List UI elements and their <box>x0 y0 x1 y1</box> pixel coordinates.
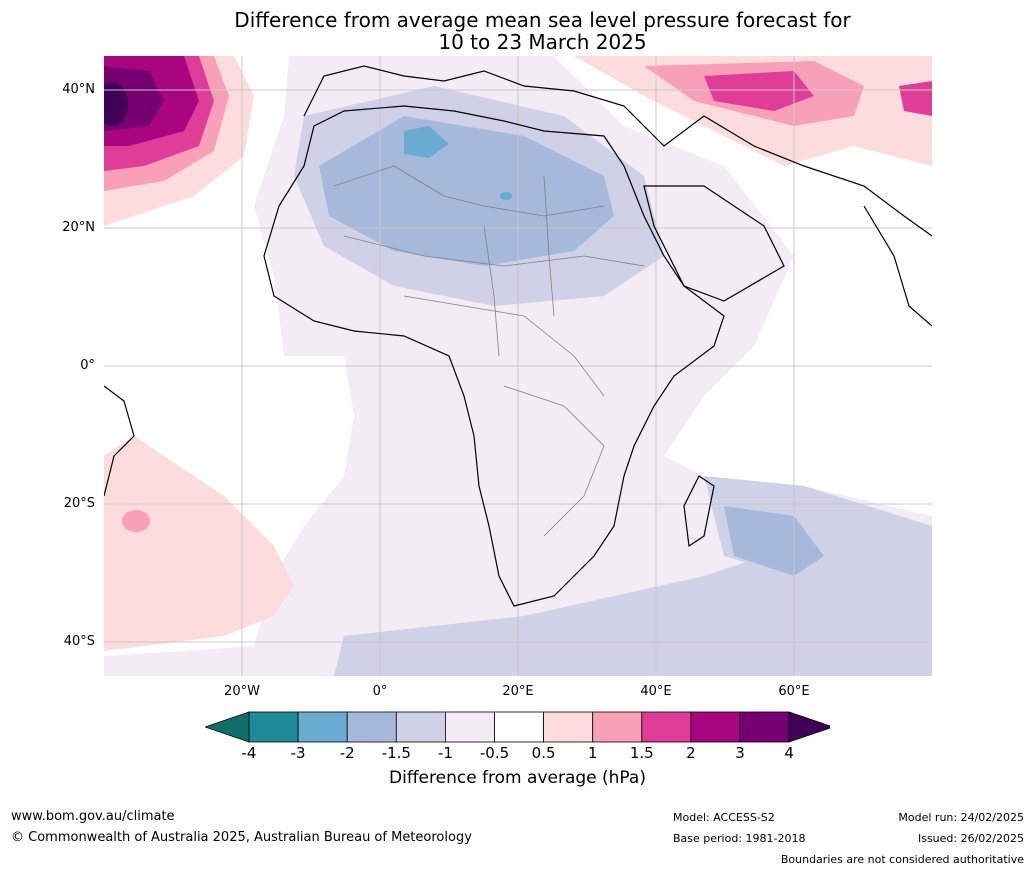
pressure-anomaly-map <box>104 56 932 676</box>
colorbar-tick-label: 2 <box>686 744 696 762</box>
colorbar-tick-label: -4 <box>241 744 257 762</box>
coastlines <box>104 65 932 607</box>
footer-copyright: © Commonwealth of Australia 2025, Austra… <box>11 830 472 845</box>
lat-label-0: 0° <box>80 358 95 373</box>
anomaly-area-asia-3 <box>704 71 814 111</box>
colorbar-segment <box>641 711 692 743</box>
footer-base-period: Base period: 1981-2018 <box>673 832 806 845</box>
colorbar-segment <box>739 711 790 743</box>
colorbar-segment <box>690 711 741 743</box>
colorbar <box>205 711 830 743</box>
country-borders <box>333 165 645 537</box>
colorbar-tick-label: 3 <box>735 744 745 762</box>
colorbar-extend-high <box>788 711 830 743</box>
colorbar-segment <box>494 711 544 743</box>
lat-label-20s: 20°S <box>63 496 95 511</box>
map-svg <box>104 56 932 676</box>
title-line-1: Difference from average mean sea level p… <box>234 8 851 32</box>
footer-model: Model: ACCESS-S2 <box>673 811 775 824</box>
europe-coastline <box>303 65 932 237</box>
arabia-coastline <box>643 185 785 302</box>
anomaly-area-neg-2-small <box>500 192 512 200</box>
colorbar-title: Difference from average (hPa) <box>389 768 646 788</box>
anomaly-spot-south-atlantic <box>122 510 150 532</box>
colorbar-segment <box>592 711 643 743</box>
footer-disclaimer: Boundaries are not considered authoritat… <box>780 853 1024 866</box>
colorbar-tick-label: 1.5 <box>629 744 654 762</box>
footer-issued: Issued: 26/02/2025 <box>917 832 1024 845</box>
colorbar-segment <box>346 711 397 743</box>
lat-label-40n: 40°N <box>62 82 95 97</box>
colorbar-segment <box>543 711 594 743</box>
lon-label-20e: 20°E <box>502 684 534 699</box>
footer-website[interactable]: www.bom.gov.au/climate <box>11 809 175 824</box>
madagascar-coastline <box>683 475 715 548</box>
chart-title: Difference from average mean sea level p… <box>0 9 1035 53</box>
colorbar-extend-low <box>205 711 250 743</box>
anomaly-area-neg-2 <box>404 126 449 158</box>
colorbar-tick-label: -3 <box>290 744 306 762</box>
colorbar-tick-label: -1 <box>437 744 453 762</box>
anomaly-area-north-atlantic-6 <box>104 82 128 126</box>
anomaly-area-sw-indian-neg-1-5 <box>724 506 824 576</box>
lat-label-20n: 20°N <box>62 220 95 235</box>
colorbar-tick-label: -1.5 <box>381 744 411 762</box>
anomaly-area-south-atlantic-pos <box>104 436 294 651</box>
graticule <box>104 56 932 676</box>
lon-label-40e: 40°E <box>640 684 672 699</box>
lon-label-20w: 20°W <box>224 684 260 699</box>
anomaly-area-sw-indian-neg-1 <box>704 476 932 596</box>
india-coastline <box>863 205 932 327</box>
south-america-coastline <box>104 385 135 497</box>
lon-label-0: 0° <box>372 684 388 699</box>
colorbar-tick-label: 0.5 <box>531 744 556 762</box>
colorbar-tick-label: 4 <box>784 744 794 762</box>
title-line-2: 10 to 23 March 2025 <box>438 30 647 54</box>
lat-label-40s: 40°S <box>63 634 95 649</box>
africa-coastline <box>263 105 725 607</box>
colorbar-segment <box>248 711 299 743</box>
colorbar-tick-label: -2 <box>339 744 355 762</box>
colorbar-tick-label: -0.5 <box>479 744 510 762</box>
footer-model-run: Model run: 24/02/2025 <box>898 811 1024 824</box>
anomaly-area-asia-4 <box>899 81 932 116</box>
lon-label-60e: 60°E <box>778 684 810 699</box>
colorbar-tick-label: 1 <box>587 744 598 762</box>
colorbar-segment <box>297 711 348 743</box>
colorbar-segment <box>444 711 495 743</box>
colorbar-segment <box>395 711 446 743</box>
